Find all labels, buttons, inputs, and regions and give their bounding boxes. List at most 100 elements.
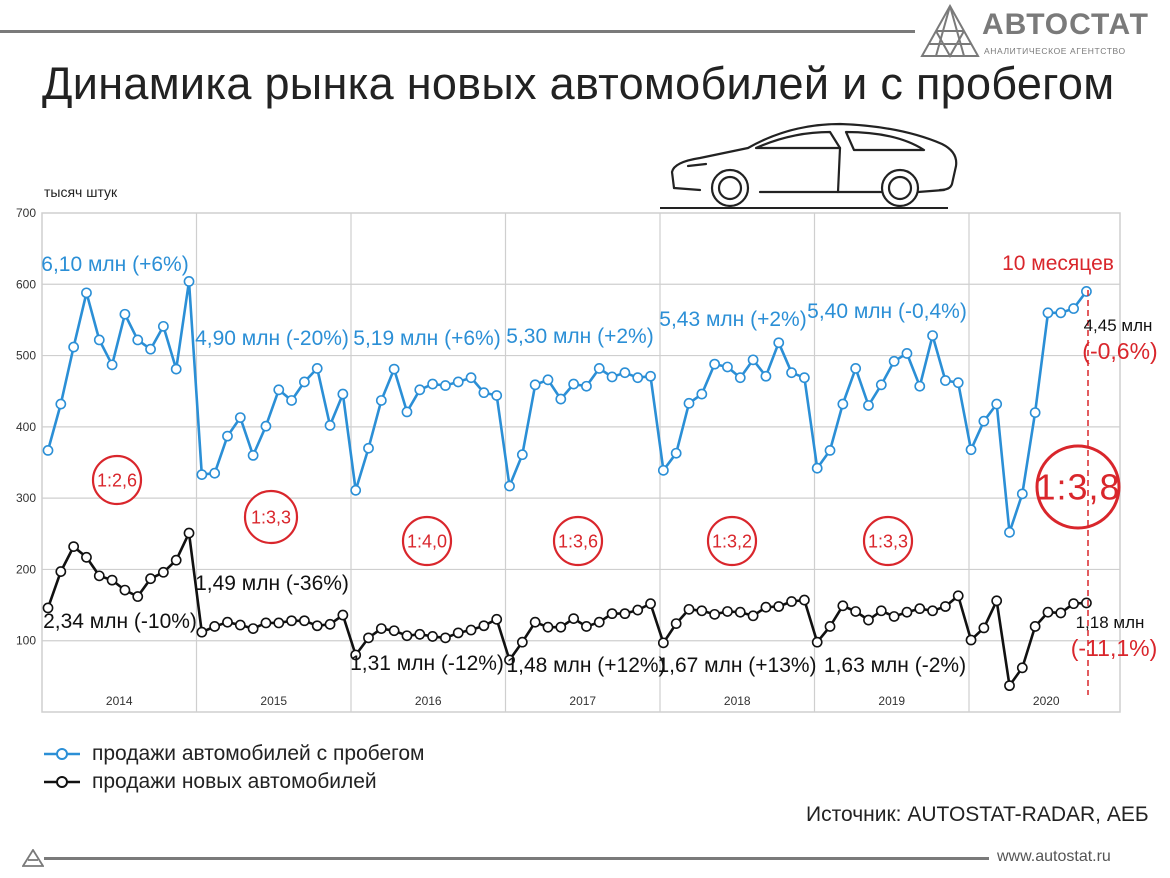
annotation-new: 1,63 млн (-2%) bbox=[824, 654, 966, 677]
used-point bbox=[709, 358, 721, 370]
new-point bbox=[504, 654, 515, 666]
used-point bbox=[555, 393, 567, 405]
used-point bbox=[965, 444, 977, 456]
used-point bbox=[414, 384, 426, 396]
new-point bbox=[260, 617, 272, 629]
car-illustration bbox=[660, 122, 958, 209]
new-point bbox=[773, 601, 785, 612]
used-point bbox=[568, 378, 580, 390]
new-point bbox=[645, 598, 656, 610]
legend-used-label: продажи автомобилей с пробегом bbox=[92, 742, 425, 765]
new-point bbox=[850, 606, 862, 617]
used-point bbox=[773, 337, 785, 349]
used-point bbox=[722, 361, 733, 373]
x-tick-label: 2016 bbox=[415, 694, 442, 708]
source-note: Источник: AUTOSTAT-RADAR, АЕБ bbox=[806, 803, 1149, 826]
used-point bbox=[42, 444, 54, 456]
footer-logo-icon bbox=[22, 849, 44, 867]
used-point bbox=[581, 380, 592, 392]
used-point bbox=[106, 359, 118, 371]
used-point bbox=[286, 395, 297, 406]
new-point bbox=[311, 620, 323, 632]
period-label: 10 месяцев bbox=[1002, 252, 1114, 275]
used-2020-total: 4,45 млн bbox=[1084, 316, 1153, 335]
annotation-new: 1,67 млн (+13%) bbox=[657, 654, 816, 677]
new-point bbox=[1029, 621, 1041, 632]
page-title: Динамика рынка новых автомобилей и с про… bbox=[42, 58, 1115, 109]
used-point bbox=[529, 379, 541, 391]
new-point bbox=[196, 626, 208, 638]
annotation-used: 5,30 млн (+2%) bbox=[506, 325, 653, 348]
used-point bbox=[388, 363, 400, 375]
new-point bbox=[106, 574, 118, 586]
new-point bbox=[414, 628, 426, 640]
legend-item-used: продажи автомобилей с пробегом bbox=[44, 740, 424, 768]
annotation-new: 2,34 млн (-10%) bbox=[43, 610, 197, 633]
new-point bbox=[786, 596, 797, 607]
used-point bbox=[68, 341, 80, 353]
new-point bbox=[734, 606, 746, 618]
new-point bbox=[337, 609, 349, 621]
new-point bbox=[940, 601, 951, 612]
ratio-label: 1:3,6 bbox=[558, 531, 598, 551]
ratio-label: 1:3,3 bbox=[251, 507, 291, 527]
new-point bbox=[657, 637, 669, 649]
used-point bbox=[619, 367, 631, 379]
new-point bbox=[375, 623, 387, 634]
annotation-used: 5,19 млн (+6%) bbox=[353, 327, 500, 350]
used-point bbox=[222, 430, 233, 442]
used-point bbox=[516, 449, 528, 461]
new-point bbox=[68, 541, 80, 553]
new-point bbox=[760, 601, 772, 613]
new-point bbox=[209, 621, 221, 632]
new-point bbox=[247, 623, 259, 634]
used-point bbox=[196, 469, 208, 481]
new-point bbox=[1081, 597, 1092, 609]
used-point bbox=[1042, 307, 1054, 319]
new-2020-total: 1,18 млн bbox=[1076, 613, 1145, 632]
used-point bbox=[734, 372, 746, 384]
new-point bbox=[747, 610, 759, 622]
new-point bbox=[1068, 598, 1079, 610]
used-point bbox=[440, 380, 451, 391]
used-point bbox=[298, 376, 310, 388]
new-point bbox=[452, 627, 464, 639]
website-link[interactable]: www.autostat.ru bbox=[997, 848, 1111, 865]
new-point bbox=[132, 591, 144, 602]
new-point bbox=[978, 622, 990, 634]
new-point bbox=[632, 604, 644, 616]
legend-new-marker-icon bbox=[44, 776, 80, 788]
used-point bbox=[927, 330, 938, 342]
y-tick-label: 500 bbox=[16, 349, 36, 363]
new-point bbox=[516, 636, 528, 648]
new-point bbox=[837, 600, 849, 612]
used-point bbox=[1016, 488, 1028, 500]
used-point bbox=[850, 363, 862, 374]
x-tick-label: 2017 bbox=[569, 694, 596, 708]
used-point bbox=[55, 398, 67, 410]
new-point bbox=[914, 603, 926, 615]
new-2020-change: (-11,1%) bbox=[1071, 635, 1158, 661]
annotation-used: 5,40 млн (-0,4%) bbox=[807, 300, 967, 323]
used-point bbox=[632, 372, 644, 384]
used-point bbox=[696, 388, 708, 400]
y-tick-label: 200 bbox=[16, 562, 36, 576]
used-point bbox=[311, 363, 323, 374]
new-point bbox=[670, 618, 682, 630]
new-point bbox=[234, 619, 246, 631]
used-2020-change: (-0,6%) bbox=[1082, 338, 1157, 364]
new-point bbox=[824, 621, 836, 632]
used-point bbox=[234, 412, 246, 423]
new-point bbox=[529, 616, 541, 628]
new-point bbox=[991, 595, 1003, 607]
new-point bbox=[1004, 680, 1015, 692]
new-point bbox=[965, 634, 977, 646]
used-point bbox=[786, 367, 797, 379]
plot-frame bbox=[41, 212, 1121, 713]
used-point bbox=[798, 372, 810, 384]
used-point bbox=[991, 398, 1003, 410]
annotation-used: 4,90 млн (-20%) bbox=[195, 327, 349, 350]
new-point bbox=[286, 615, 297, 627]
ratio-circle bbox=[243, 489, 299, 545]
new-point bbox=[901, 606, 913, 618]
